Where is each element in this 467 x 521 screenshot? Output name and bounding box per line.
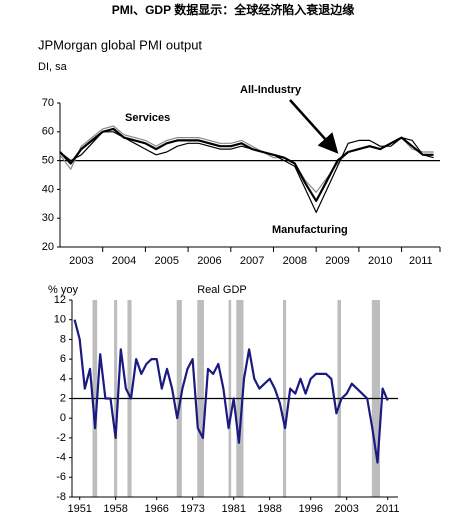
- y-tick-label: 60: [42, 126, 54, 138]
- x-tick-label: 2005: [154, 255, 178, 267]
- x-tick-label: 1973: [180, 503, 204, 515]
- y-tick-label: 30: [42, 212, 54, 224]
- annotation: Manufacturing: [272, 224, 348, 236]
- y-tick-label: 10: [54, 314, 66, 326]
- x-tick-label: 2006: [197, 255, 221, 267]
- x-tick-label: 1988: [257, 503, 281, 515]
- y-tick-label: 50: [42, 155, 54, 167]
- x-tick-label: 2003: [334, 503, 358, 515]
- y-tick-label: 0: [60, 412, 66, 424]
- series-line: [59, 127, 434, 202]
- y-tick-label: 20: [42, 241, 54, 253]
- y-tick-label: 70: [42, 97, 54, 109]
- page-title: PMI、GDP 数据显示：全球经济陷入衰退边缘: [112, 2, 354, 17]
- x-tick-label: 1996: [298, 503, 322, 515]
- y-tick-label: -4: [56, 452, 66, 464]
- y-tick-label: 6: [60, 353, 66, 365]
- chart-title: JPMorgan global PMI output: [38, 37, 202, 52]
- x-tick-label: 2004: [112, 255, 136, 267]
- y-axis-label: % yoy: [48, 284, 78, 296]
- x-tick-label: 1981: [221, 503, 245, 515]
- y-tick-label: 4: [60, 373, 66, 385]
- y-tick-label: -8: [56, 491, 66, 503]
- y-tick-label: 2: [60, 392, 66, 404]
- x-tick-label: 2007: [240, 255, 264, 267]
- series-line: [59, 125, 434, 193]
- x-tick-label: 2010: [368, 255, 392, 267]
- x-tick-label: 2009: [325, 255, 349, 267]
- y-tick-label: 12: [54, 294, 66, 306]
- chart-title: Real GDP: [197, 284, 247, 296]
- x-tick-label: 2011: [376, 503, 400, 515]
- x-tick-label: 2008: [283, 255, 307, 267]
- annotation: Services: [125, 112, 170, 124]
- annotation-arrow: [289, 99, 339, 154]
- annotation: All-Industry: [240, 84, 302, 96]
- x-tick-label: 2003: [69, 255, 93, 267]
- chart-subtitle: DI, sa: [38, 61, 68, 73]
- y-tick-label: 40: [42, 183, 54, 195]
- x-tick-label: 1951: [67, 503, 91, 515]
- y-tick-label: 8: [60, 333, 66, 345]
- series-line: [73, 319, 389, 464]
- x-tick-label: 1958: [103, 503, 127, 515]
- y-tick-label: -2: [56, 432, 66, 444]
- y-tick-label: -6: [56, 471, 66, 483]
- x-tick-label: 1966: [144, 503, 168, 515]
- x-tick-label: 2011: [409, 255, 433, 267]
